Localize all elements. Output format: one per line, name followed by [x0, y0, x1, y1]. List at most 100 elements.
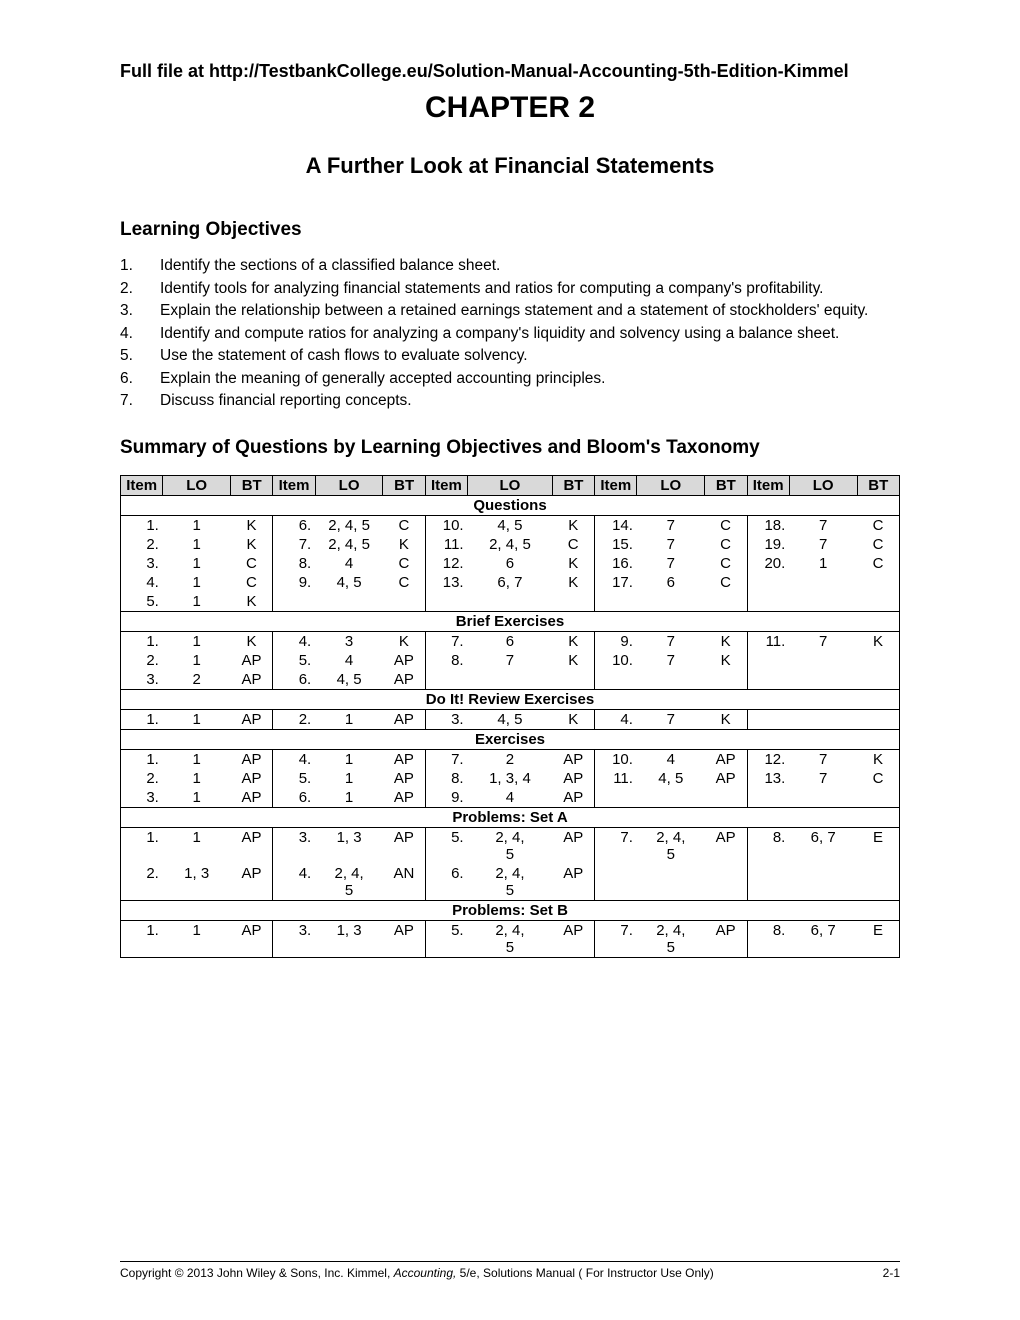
table-cell: 10. [595, 749, 637, 769]
table-cell: 7. [425, 749, 467, 769]
table-cell [789, 651, 857, 670]
table-cell: K [705, 651, 747, 670]
table-header: BT [231, 475, 273, 495]
table-cell: 20. [747, 554, 789, 573]
section-title: Do It! Review Exercises [121, 689, 900, 709]
table-cell: 1, 3 [315, 827, 383, 864]
table-cell [552, 670, 594, 690]
table-cell: 6 [468, 631, 553, 651]
table-cell: 2. [121, 769, 163, 788]
table-cell [273, 592, 315, 612]
table-cell: AP [552, 827, 594, 864]
table-cell: 13. [747, 769, 789, 788]
table-cell: 6. [273, 515, 315, 535]
table-cell [789, 709, 857, 729]
table-cell: 8. [747, 920, 789, 957]
table-header: LO [637, 475, 705, 495]
table-cell: C [857, 535, 899, 554]
table-cell: 4. [273, 864, 315, 901]
table-cell: C [383, 573, 425, 592]
footer-copyright: Copyright © 2013 John Wiley & Sons, Inc.… [120, 1266, 714, 1280]
table-cell: 11. [747, 631, 789, 651]
table-cell [595, 788, 637, 808]
table-cell [315, 592, 383, 612]
table-cell: 6. [425, 864, 467, 901]
table-row: 1.1AP4.1AP7.2AP10.4AP12.7K [121, 749, 900, 769]
table-cell: C [857, 769, 899, 788]
table-cell: 4. [273, 749, 315, 769]
table-cell: AP [552, 749, 594, 769]
table-row: 1.1K4.3K7.6K9.7K11.7K [121, 631, 900, 651]
table-header: BT [552, 475, 594, 495]
table-header: LO [315, 475, 383, 495]
table-cell: AP [552, 769, 594, 788]
table-cell: 1, 3, 4 [468, 769, 553, 788]
table-cell [747, 709, 789, 729]
table-cell [705, 788, 747, 808]
table-cell: AP [231, 788, 273, 808]
table-cell: 7 [637, 535, 705, 554]
table-cell: C [857, 515, 899, 535]
table-cell [425, 670, 467, 690]
table-cell: 2, 4, 5 [315, 515, 383, 535]
table-cell: 5. [425, 920, 467, 957]
table-cell: C [383, 515, 425, 535]
table-cell [747, 651, 789, 670]
table-cell [789, 788, 857, 808]
table-cell: 9. [425, 788, 467, 808]
table-cell: C [705, 573, 747, 592]
table-cell: 8. [273, 554, 315, 573]
table-cell: 3. [273, 827, 315, 864]
table-cell: K [231, 515, 273, 535]
objective-item: 2.Identify tools for analyzing financial… [120, 278, 900, 300]
table-cell: AP [552, 788, 594, 808]
table-cell: 8. [425, 651, 467, 670]
table-cell: 17. [595, 573, 637, 592]
table-header: BT [705, 475, 747, 495]
table-cell: 4. [595, 709, 637, 729]
table-cell: K [552, 515, 594, 535]
table-cell: E [857, 827, 899, 864]
table-cell: AP [231, 864, 273, 901]
table-cell: 1. [121, 515, 163, 535]
table-cell: 7 [789, 515, 857, 535]
table-cell: K [383, 631, 425, 651]
table-cell: 7 [468, 651, 553, 670]
table-cell: AP [383, 709, 425, 729]
table-cell: 1 [789, 554, 857, 573]
table-cell: 2, 4, 5 [468, 535, 553, 554]
page-number: 2-1 [883, 1266, 900, 1280]
table-cell: 6, 7 [789, 827, 857, 864]
table-cell: 1 [163, 709, 231, 729]
table-cell: C [705, 535, 747, 554]
table-cell: AP [231, 920, 273, 957]
table-cell [857, 651, 899, 670]
table-cell [857, 709, 899, 729]
table-header: BT [857, 475, 899, 495]
section-title: Problems: Set A [121, 807, 900, 827]
table-cell: 7. [595, 827, 637, 864]
table-cell: 16. [595, 554, 637, 573]
table-cell: 19. [747, 535, 789, 554]
table-cell: K [857, 631, 899, 651]
table-cell: 6. [273, 788, 315, 808]
table-row: 2.1, 3AP4.2, 4,5AN6.2, 4,5AP [121, 864, 900, 901]
table-cell: 6, 7 [789, 920, 857, 957]
objective-item: 6.Explain the meaning of generally accep… [120, 368, 900, 390]
table-cell: AP [705, 749, 747, 769]
table-cell: C [705, 515, 747, 535]
table-cell: 10. [425, 515, 467, 535]
table-cell: K [383, 535, 425, 554]
table-cell: 1 [163, 554, 231, 573]
table-cell: 1. [121, 827, 163, 864]
table-cell: 2, 4,5 [468, 920, 553, 957]
objectives-heading: Learning Objectives [120, 219, 900, 241]
table-cell: 7 [637, 631, 705, 651]
objectives-list: 1.Identify the sections of a classified … [120, 255, 900, 412]
table-cell [747, 788, 789, 808]
objective-item: 7.Discuss financial reporting concepts. [120, 390, 900, 412]
table-cell: 1 [163, 749, 231, 769]
table-cell: 7 [789, 769, 857, 788]
table-cell: 1 [163, 631, 231, 651]
table-cell: AP [552, 864, 594, 901]
